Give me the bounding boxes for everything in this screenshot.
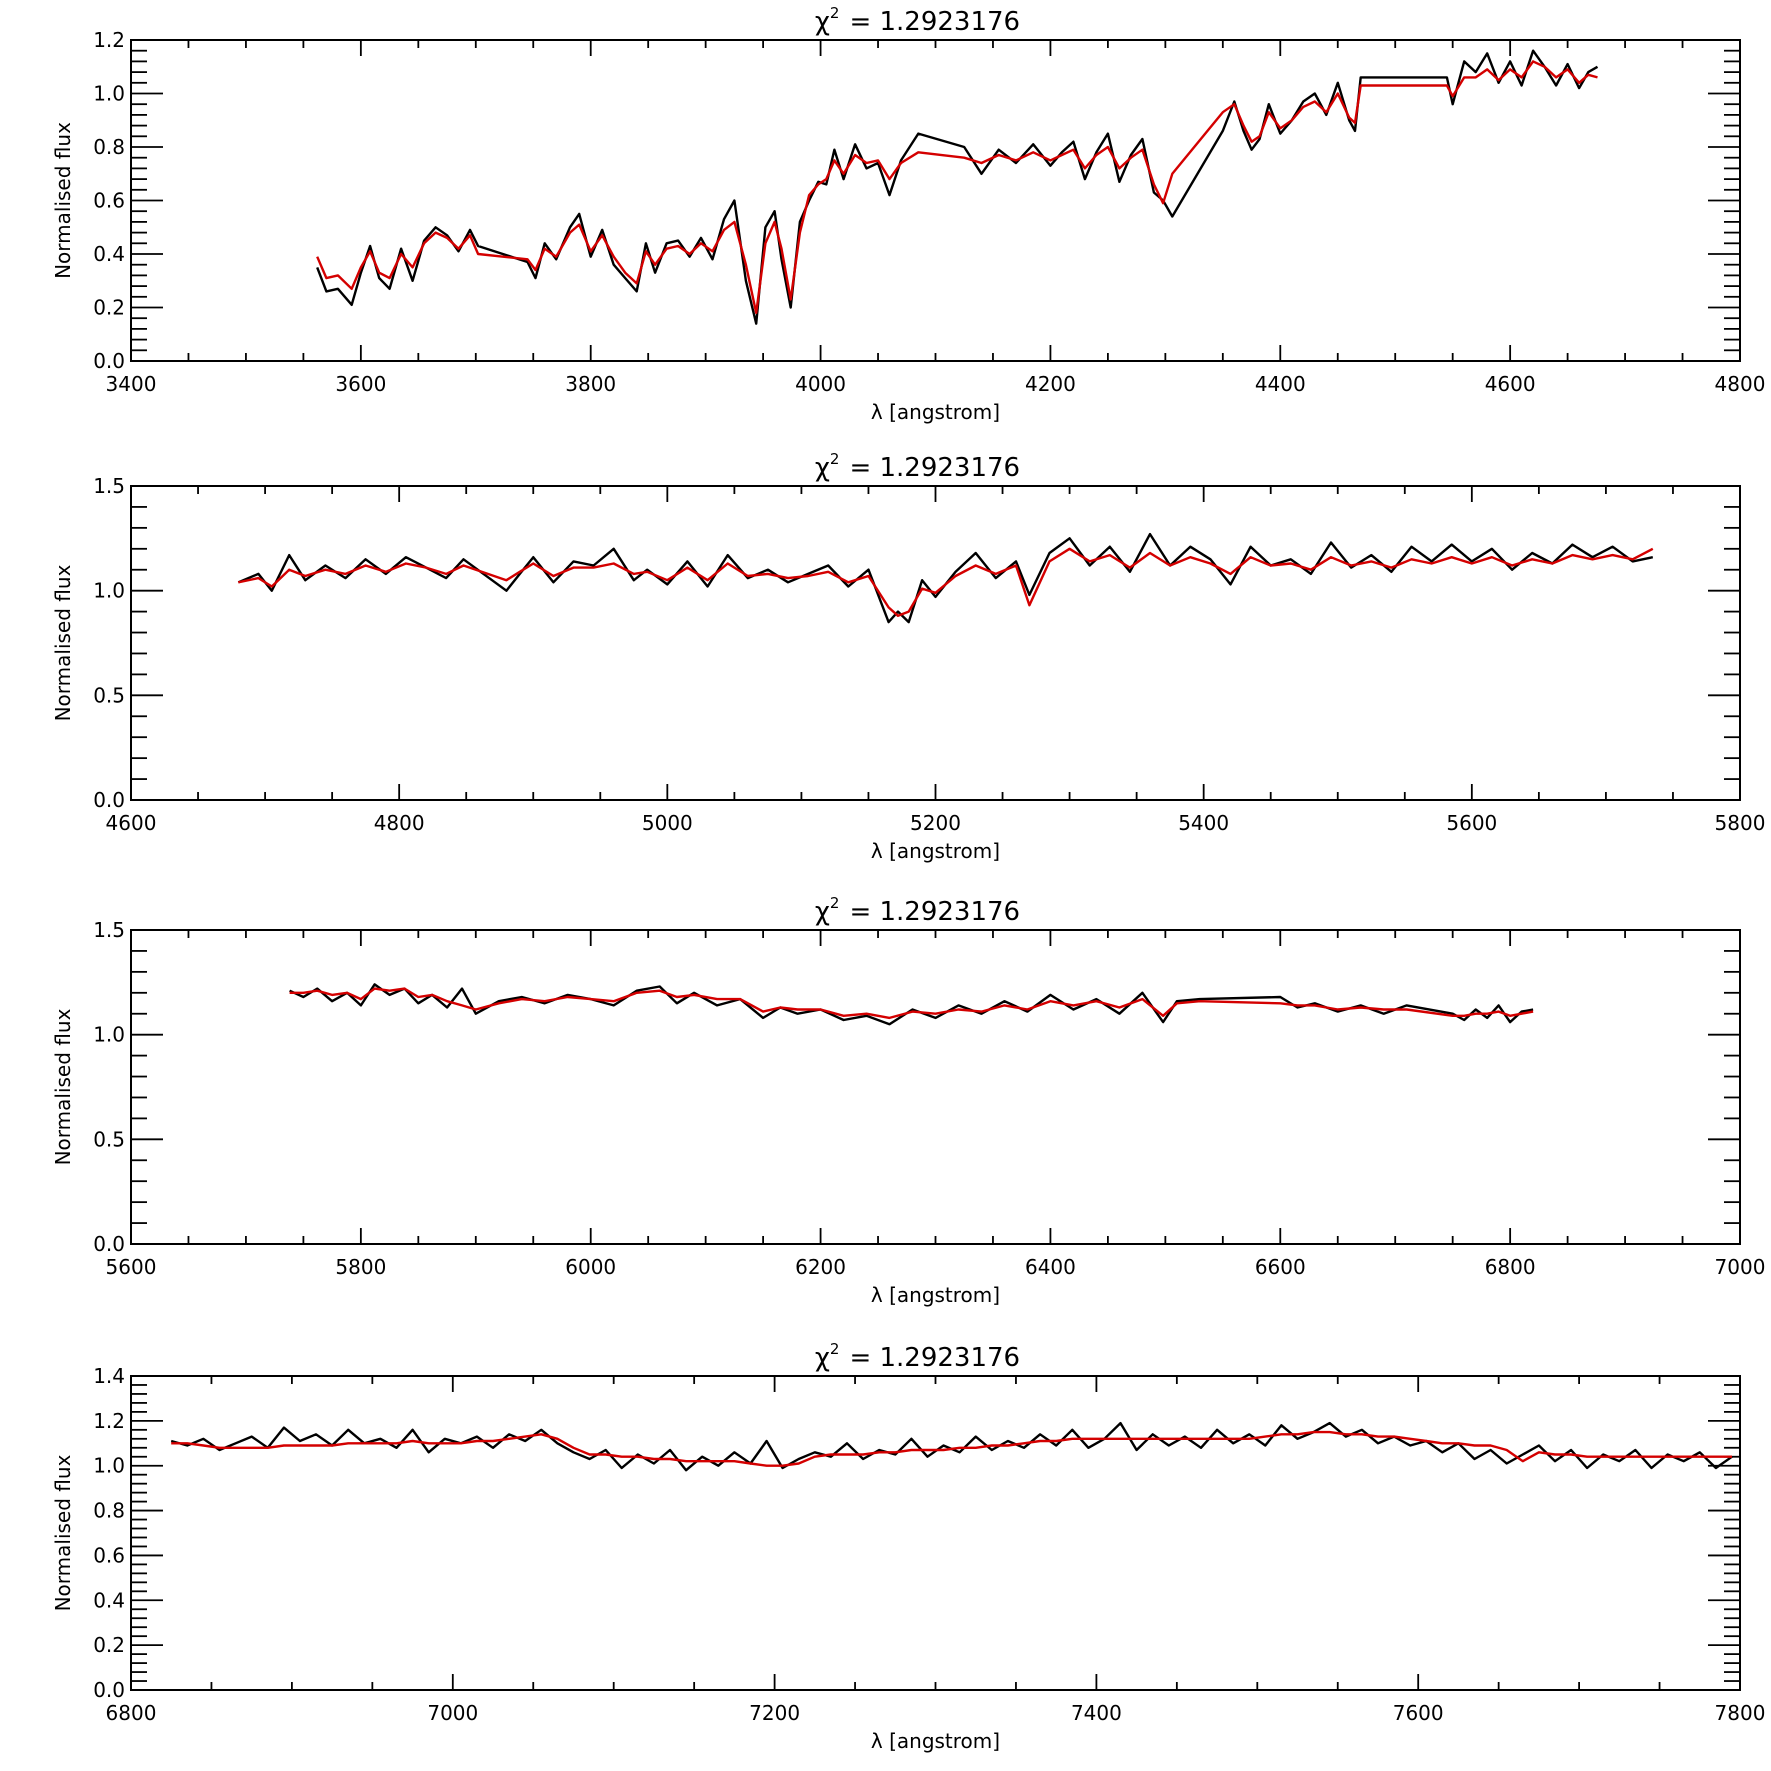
title-chi: χ — [815, 897, 830, 927]
panel-1: χ2 = 1.2923176 3400 3600 3800 4000 4200 4400 460… — [51, 4, 1765, 424]
y-tick-label: 1.0 — [93, 82, 125, 106]
panel-2: χ2 = 1.2923176 4600 4800 5000 5200 5400 5600 580… — [51, 450, 1765, 863]
y-tick-label: 1.2 — [93, 28, 125, 52]
observed-spectrum-line — [289, 983, 1534, 1026]
x-tick-label: 4600 — [106, 811, 157, 835]
x-tick-label: 4800 — [1715, 372, 1766, 396]
x-tick-label: 5800 — [335, 1255, 386, 1279]
x-tick-label: 3800 — [565, 372, 616, 396]
model-spectrum-line — [289, 987, 1534, 1020]
y-tick-label: 0.0 — [93, 349, 125, 373]
x-tick-label: 6800 — [106, 1701, 157, 1725]
x-tick-label: 5400 — [1178, 811, 1229, 835]
y-tick-label: 0.0 — [93, 1232, 125, 1256]
title-value: = 1.2923176 — [849, 1343, 1020, 1373]
x-tick-label: 4800 — [374, 811, 425, 835]
observed-spectrum-line — [237, 532, 1654, 624]
x-tick-label: 7000 — [427, 1701, 478, 1725]
plot-frame — [130, 485, 1741, 801]
x-tick-label: 4400 — [1255, 372, 1306, 396]
plot-frame — [130, 929, 1741, 1245]
model-spectrum-line — [171, 1430, 1732, 1467]
x-axis-label: λ [angstrom] — [871, 839, 1000, 863]
panel-4: χ2 = 1.2923176 6800 7000 7200 7400 7600 7800 0.0… — [51, 1340, 1765, 1753]
y-tick-label: 0.2 — [93, 1633, 125, 1657]
title-superscript: 2 — [830, 4, 840, 22]
panel-title: χ2 = 1.2923176 — [815, 450, 1020, 483]
panel-title: χ2 = 1.2923176 — [815, 4, 1020, 37]
x-tick-label: 5600 — [1446, 811, 1497, 835]
x-tick-label: 5600 — [106, 1255, 157, 1279]
x-tick-label: 6400 — [1025, 1255, 1076, 1279]
title-value: = 1.2923176 — [849, 897, 1020, 927]
x-tick-label: 6000 — [565, 1255, 616, 1279]
y-axis-label: Normalised flux — [51, 564, 75, 721]
title-value: = 1.2923176 — [849, 7, 1020, 37]
y-tick-label: 0.6 — [93, 189, 125, 213]
y-tick-label: 1.2 — [93, 1409, 125, 1433]
y-tick-label: 0.5 — [93, 683, 125, 707]
y-tick-label: 0.8 — [93, 135, 125, 159]
y-tick-label: 1.5 — [93, 474, 125, 498]
x-axis-label: λ [angstrom] — [871, 1283, 1000, 1307]
x-tick-label: 5200 — [910, 811, 961, 835]
y-tick-label: 1.0 — [93, 1023, 125, 1047]
y-tick-label: 0.2 — [93, 296, 125, 320]
y-tick-label: 0.6 — [93, 1543, 125, 1567]
title-chi: χ — [815, 1343, 830, 1373]
x-tick-label: 4200 — [1025, 372, 1076, 396]
plot-frame — [130, 39, 1741, 362]
x-tick-label: 6600 — [1255, 1255, 1306, 1279]
x-tick-label: 6800 — [1485, 1255, 1536, 1279]
x-tick-label: 7800 — [1715, 1701, 1766, 1725]
y-axis-label: Normalised flux — [51, 1454, 75, 1611]
y-tick-label: 0.5 — [93, 1127, 125, 1151]
title-chi: χ — [815, 7, 830, 37]
y-tick-label: 0.8 — [93, 1499, 125, 1523]
x-tick-label: 6200 — [795, 1255, 846, 1279]
title-superscript: 2 — [830, 1340, 840, 1358]
x-tick-label: 4600 — [1485, 372, 1536, 396]
x-tick-label: 3600 — [335, 372, 386, 396]
y-tick-label: 0.0 — [93, 1678, 125, 1702]
y-axis-label: Normalised flux — [51, 122, 75, 279]
y-tick-label: 1.5 — [93, 918, 125, 942]
plot-frame — [130, 1375, 1741, 1691]
panel-title: χ2 = 1.2923176 — [815, 1340, 1020, 1373]
x-tick-label: 7600 — [1393, 1701, 1444, 1725]
panel-title: χ2 = 1.2923176 — [815, 894, 1020, 927]
x-tick-label: 7200 — [749, 1701, 800, 1725]
y-tick-label: 1.4 — [93, 1364, 125, 1388]
title-chi: χ — [815, 453, 830, 483]
x-tick-label: 7400 — [1071, 1701, 1122, 1725]
x-tick-label: 7000 — [1715, 1255, 1766, 1279]
x-tick-label: 5000 — [642, 811, 693, 835]
y-tick-label: 1.0 — [93, 579, 125, 603]
y-tick-label: 0.4 — [93, 242, 125, 266]
model-spectrum-line — [316, 60, 1598, 315]
observed-spectrum-line — [316, 49, 1599, 325]
x-tick-label: 4000 — [795, 372, 846, 396]
y-tick-label: 1.0 — [93, 1454, 125, 1478]
panel-3: χ2 = 1.2923176 5600 5800 6000 6200 6400 6600 680… — [51, 894, 1765, 1307]
y-tick-label: 0.4 — [93, 1588, 125, 1612]
title-value: = 1.2923176 — [849, 453, 1020, 483]
x-tick-label: 5800 — [1715, 811, 1766, 835]
x-tick-label: 3400 — [106, 372, 157, 396]
y-tick-label: 0.0 — [93, 788, 125, 812]
title-superscript: 2 — [830, 450, 840, 468]
model-spectrum-line — [238, 547, 1654, 617]
title-superscript: 2 — [830, 894, 840, 912]
x-axis-label: λ [angstrom] — [871, 400, 1000, 424]
x-axis-label: λ [angstrom] — [871, 1729, 1000, 1753]
y-axis-label: Normalised flux — [51, 1008, 75, 1165]
